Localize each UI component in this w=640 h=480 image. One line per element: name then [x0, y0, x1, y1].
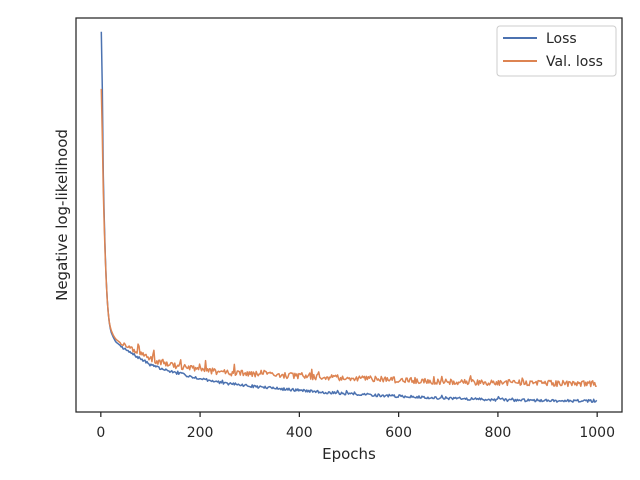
x-tick-label-0: 0 [96, 425, 105, 441]
x-tick-label-1000: 1000 [579, 425, 615, 441]
x-axis: 0 200 400 600 800 1000 [96, 412, 615, 441]
x-tick-label-400: 400 [286, 425, 313, 441]
x-axis-label: Epochs [322, 445, 376, 463]
y-axis-label: Negative log-likelihood [53, 129, 71, 301]
x-tick-label-200: 200 [187, 425, 214, 441]
legend: Loss Val. loss [496, 25, 617, 77]
plot-area [76, 18, 622, 412]
plot-frame [75, 17, 623, 413]
x-tick-label-800: 800 [485, 425, 512, 441]
series-line-loss [100, 31, 598, 403]
legend-label-val-loss: Val. loss [546, 54, 603, 70]
series-line-val-loss [100, 88, 597, 388]
series-layer [100, 31, 598, 403]
x-tick-label-600: 600 [385, 425, 412, 441]
legend-label-loss: Loss [546, 31, 577, 47]
